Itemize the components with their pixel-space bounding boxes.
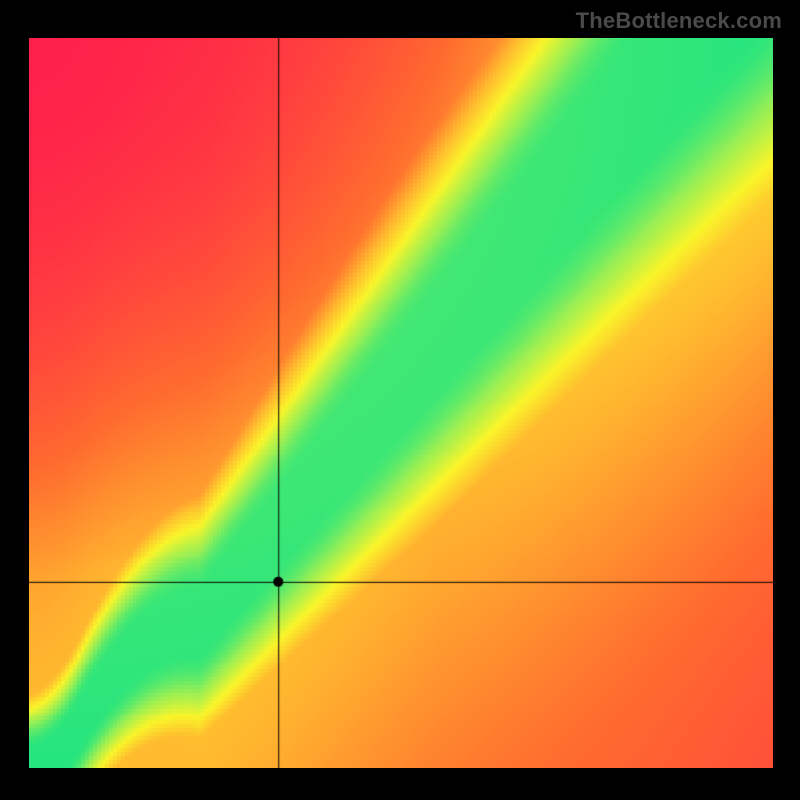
heatmap-plot — [29, 38, 773, 768]
heatmap-canvas — [29, 38, 773, 768]
source-watermark: TheBottleneck.com — [576, 8, 782, 34]
